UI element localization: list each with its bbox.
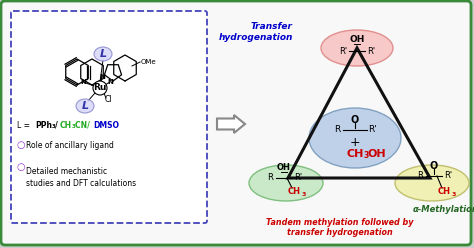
FancyBboxPatch shape	[11, 11, 207, 223]
Ellipse shape	[76, 99, 94, 113]
Circle shape	[93, 81, 107, 95]
Text: OH: OH	[349, 35, 365, 44]
Text: R: R	[334, 125, 340, 134]
Text: ○: ○	[17, 162, 26, 172]
Text: 3: 3	[302, 191, 306, 196]
Text: +: +	[350, 135, 360, 149]
Text: R': R'	[294, 174, 302, 183]
Text: O: O	[430, 161, 438, 171]
Text: /: /	[55, 121, 60, 129]
Text: Tandem methylation followed by
transfer hydrogenation: Tandem methylation followed by transfer …	[266, 218, 414, 237]
Text: L =: L =	[17, 121, 32, 129]
Ellipse shape	[321, 30, 393, 66]
Text: CH: CH	[60, 121, 72, 129]
Ellipse shape	[309, 108, 401, 168]
Text: 3: 3	[452, 191, 456, 196]
Text: α-Methylation: α-Methylation	[413, 205, 474, 214]
Text: O: O	[351, 115, 359, 125]
Text: OMe: OMe	[141, 59, 156, 65]
Text: R': R'	[369, 125, 377, 134]
Text: CN/: CN/	[75, 121, 92, 129]
Text: R': R'	[444, 172, 452, 181]
Text: Detailed mechanistic
studies and DFT calculations: Detailed mechanistic studies and DFT cal…	[26, 167, 136, 188]
Text: 3: 3	[52, 124, 56, 128]
Text: Cl: Cl	[104, 95, 112, 104]
Text: 3: 3	[72, 124, 76, 128]
Text: L: L	[82, 101, 89, 111]
Text: Role of ancillary ligand: Role of ancillary ligand	[26, 141, 114, 150]
Text: DMSO: DMSO	[93, 121, 119, 129]
FancyBboxPatch shape	[1, 1, 471, 245]
Text: CH: CH	[288, 187, 301, 196]
Text: N: N	[99, 74, 105, 80]
Text: OH: OH	[277, 163, 291, 173]
Text: R': R'	[367, 48, 375, 57]
Text: CH: CH	[438, 187, 450, 196]
Ellipse shape	[395, 165, 469, 201]
Text: L: L	[100, 49, 107, 59]
Text: PPh: PPh	[35, 121, 52, 129]
Text: R: R	[417, 172, 423, 181]
Text: R: R	[267, 174, 273, 183]
Text: Ru: Ru	[93, 84, 107, 93]
Text: N: N	[80, 79, 86, 85]
FancyArrow shape	[217, 115, 245, 133]
Text: CH: CH	[346, 149, 364, 159]
Ellipse shape	[249, 165, 323, 201]
Text: R': R'	[339, 48, 347, 57]
Text: N: N	[107, 79, 113, 85]
Text: OH: OH	[368, 149, 387, 159]
Text: ○: ○	[17, 140, 26, 150]
Text: Transfer
hydrogenation: Transfer hydrogenation	[219, 22, 293, 42]
Ellipse shape	[94, 47, 112, 61]
Text: 3: 3	[364, 152, 369, 160]
